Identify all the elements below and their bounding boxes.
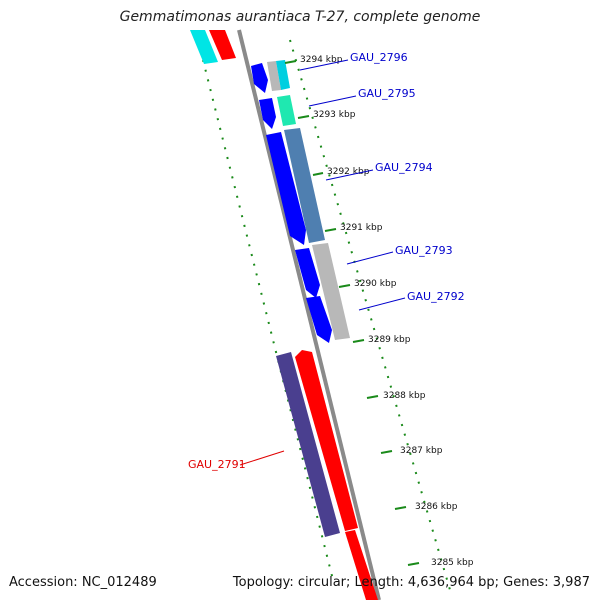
genome-summary-text: Topology: circular; Length: 4,636,964 bp… [232, 575, 590, 590]
tick-3288 [366, 395, 379, 399]
tick-3291 [324, 228, 337, 232]
gene-label-gau-2795[interactable]: GAU_2795 [358, 87, 416, 100]
tick-label-3287: 3287 kbp [400, 446, 443, 456]
tick-3294 [284, 60, 297, 64]
tick-3293 [297, 115, 310, 119]
gene-red-top [209, 30, 236, 60]
gene-gau-2792-blue [306, 296, 332, 343]
gene-label-gau-2796[interactable]: GAU_2796 [350, 51, 408, 64]
leader-gau-2794 [325, 169, 374, 181]
leader-gau-2793 [346, 251, 394, 265]
gene-label-leaders [239, 59, 406, 466]
tick-label-3294: 3294 kbp [300, 55, 343, 65]
tick-3287 [380, 450, 393, 454]
gene-gau-2793-gray [312, 243, 350, 340]
gene-gau-2796-cyan [276, 60, 290, 90]
tick-3292 [312, 172, 324, 176]
genome-title: Gemmatimonas aurantiaca T-27, complete g… [119, 9, 481, 25]
tick-label-3285: 3285 kbp [431, 558, 474, 568]
leader-gau-2796 [299, 59, 349, 71]
leader-gau-2795 [308, 95, 357, 107]
gene-gau-2794-blue [266, 132, 306, 245]
gene-gau-2796-blue [251, 63, 268, 93]
genome-backbone [237, 29, 381, 600]
gene-gau-2795-teal [277, 95, 296, 126]
gene-gau-2791-dark [276, 352, 340, 537]
gene-label-gau-2794[interactable]: GAU_2794 [375, 161, 433, 174]
tick-3285 [407, 562, 420, 566]
tick-label-3288: 3288 kbp [383, 391, 426, 401]
gene-label-gau-2791[interactable]: GAU_2791 [188, 458, 246, 471]
tick-label-3292: 3292 kbp [327, 167, 370, 177]
accession-text: Accession: NC_012489 [9, 575, 157, 590]
gene-gau-2796-gray [267, 61, 281, 91]
gene-label-gau-2792[interactable]: GAU_2792 [407, 290, 465, 303]
gene-gau-2795-blue [259, 98, 276, 129]
tick-label-3290: 3290 kbp [354, 279, 397, 289]
tick-3289 [352, 339, 365, 343]
tick-label-3289: 3289 kbp [368, 335, 411, 345]
gene-label-gau-2793[interactable]: GAU_2793 [395, 244, 453, 257]
tick-3290 [338, 284, 351, 288]
tick-label-3286: 3286 kbp [415, 502, 458, 512]
tick-3286 [394, 506, 407, 510]
gene-cyan-top [190, 30, 218, 64]
gene-gau-2791-red [295, 350, 358, 531]
tick-marks [284, 60, 420, 566]
gene-gau-2794-steel [284, 128, 325, 243]
gene-red-bottom [345, 530, 378, 600]
gene-gau-2793-blue [295, 248, 320, 298]
leader-gau-2792 [358, 297, 406, 311]
tick-label-3293: 3293 kbp [313, 110, 356, 120]
leader-gau-2791 [239, 450, 285, 466]
tick-label-3291: 3291 kbp [340, 223, 383, 233]
